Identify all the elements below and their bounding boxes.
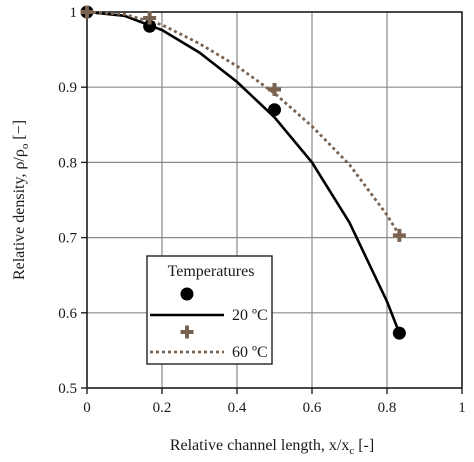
y-axis-label-subscript: o — [19, 143, 31, 149]
grid — [86, 11, 463, 389]
x-tick-label: 0.4 — [228, 400, 247, 416]
data-point-60c — [80, 5, 94, 19]
data-point-60c — [143, 11, 157, 25]
legend-marker-60c — [180, 325, 194, 339]
y-tick-label: 0.9 — [58, 80, 77, 96]
series-lines — [86, 10, 401, 334]
x-axis-label-subscript: c — [349, 445, 354, 457]
y-tick-label: 0.8 — [58, 155, 77, 171]
y-axis-label: Relative density, ρ/ρ — [11, 149, 28, 280]
x-axis-label: Relative channel length, x/x — [170, 437, 350, 454]
data-point-60c — [268, 82, 281, 96]
data-point-20c — [143, 19, 157, 33]
y-tick-label: 0.5 — [58, 381, 77, 397]
x-tick-label: 1 — [458, 400, 466, 416]
x-tick-label: 0.2 — [153, 400, 172, 416]
legend-marker-20c — [180, 287, 194, 301]
y-tick-label: 0.6 — [58, 306, 77, 322]
y-axis-label-unit: [−] — [11, 120, 28, 144]
x-ticks: 0 0.2 0.4 0.6 0.8 1 — [83, 388, 466, 416]
plot-frame — [86, 11, 463, 389]
legend-label-60c: 60 ºC — [232, 344, 268, 361]
x-tick-label: 0 — [83, 400, 91, 416]
legend: Temperatures 20 ºC 60 ºC — [146, 255, 273, 365]
legend-title: Temperatures — [168, 263, 255, 280]
data-point-20c — [392, 326, 406, 340]
x-tick-label: 0.6 — [303, 400, 322, 416]
legend-label-20c: 20 ºC — [232, 307, 268, 324]
data-point-20c — [268, 103, 281, 117]
x-axis-label-unit: [-] — [354, 437, 374, 454]
y-tick-label: 0.7 — [58, 231, 77, 247]
series-markers — [80, 5, 406, 340]
y-axis-title: Relative density, ρ/ρo [−] — [11, 120, 31, 280]
y-tick-label: 1 — [70, 5, 78, 21]
data-point-60c — [392, 228, 406, 242]
y-ticks: 0.5 0.6 0.7 0.8 0.9 1 — [58, 5, 87, 397]
series-line-60c — [86, 10, 401, 237]
x-axis-title: Relative channel length, x/xc [-] — [170, 437, 374, 457]
series-line-20c — [86, 10, 401, 334]
legend-box — [146, 255, 273, 365]
x-tick-label: 0.8 — [378, 400, 397, 416]
